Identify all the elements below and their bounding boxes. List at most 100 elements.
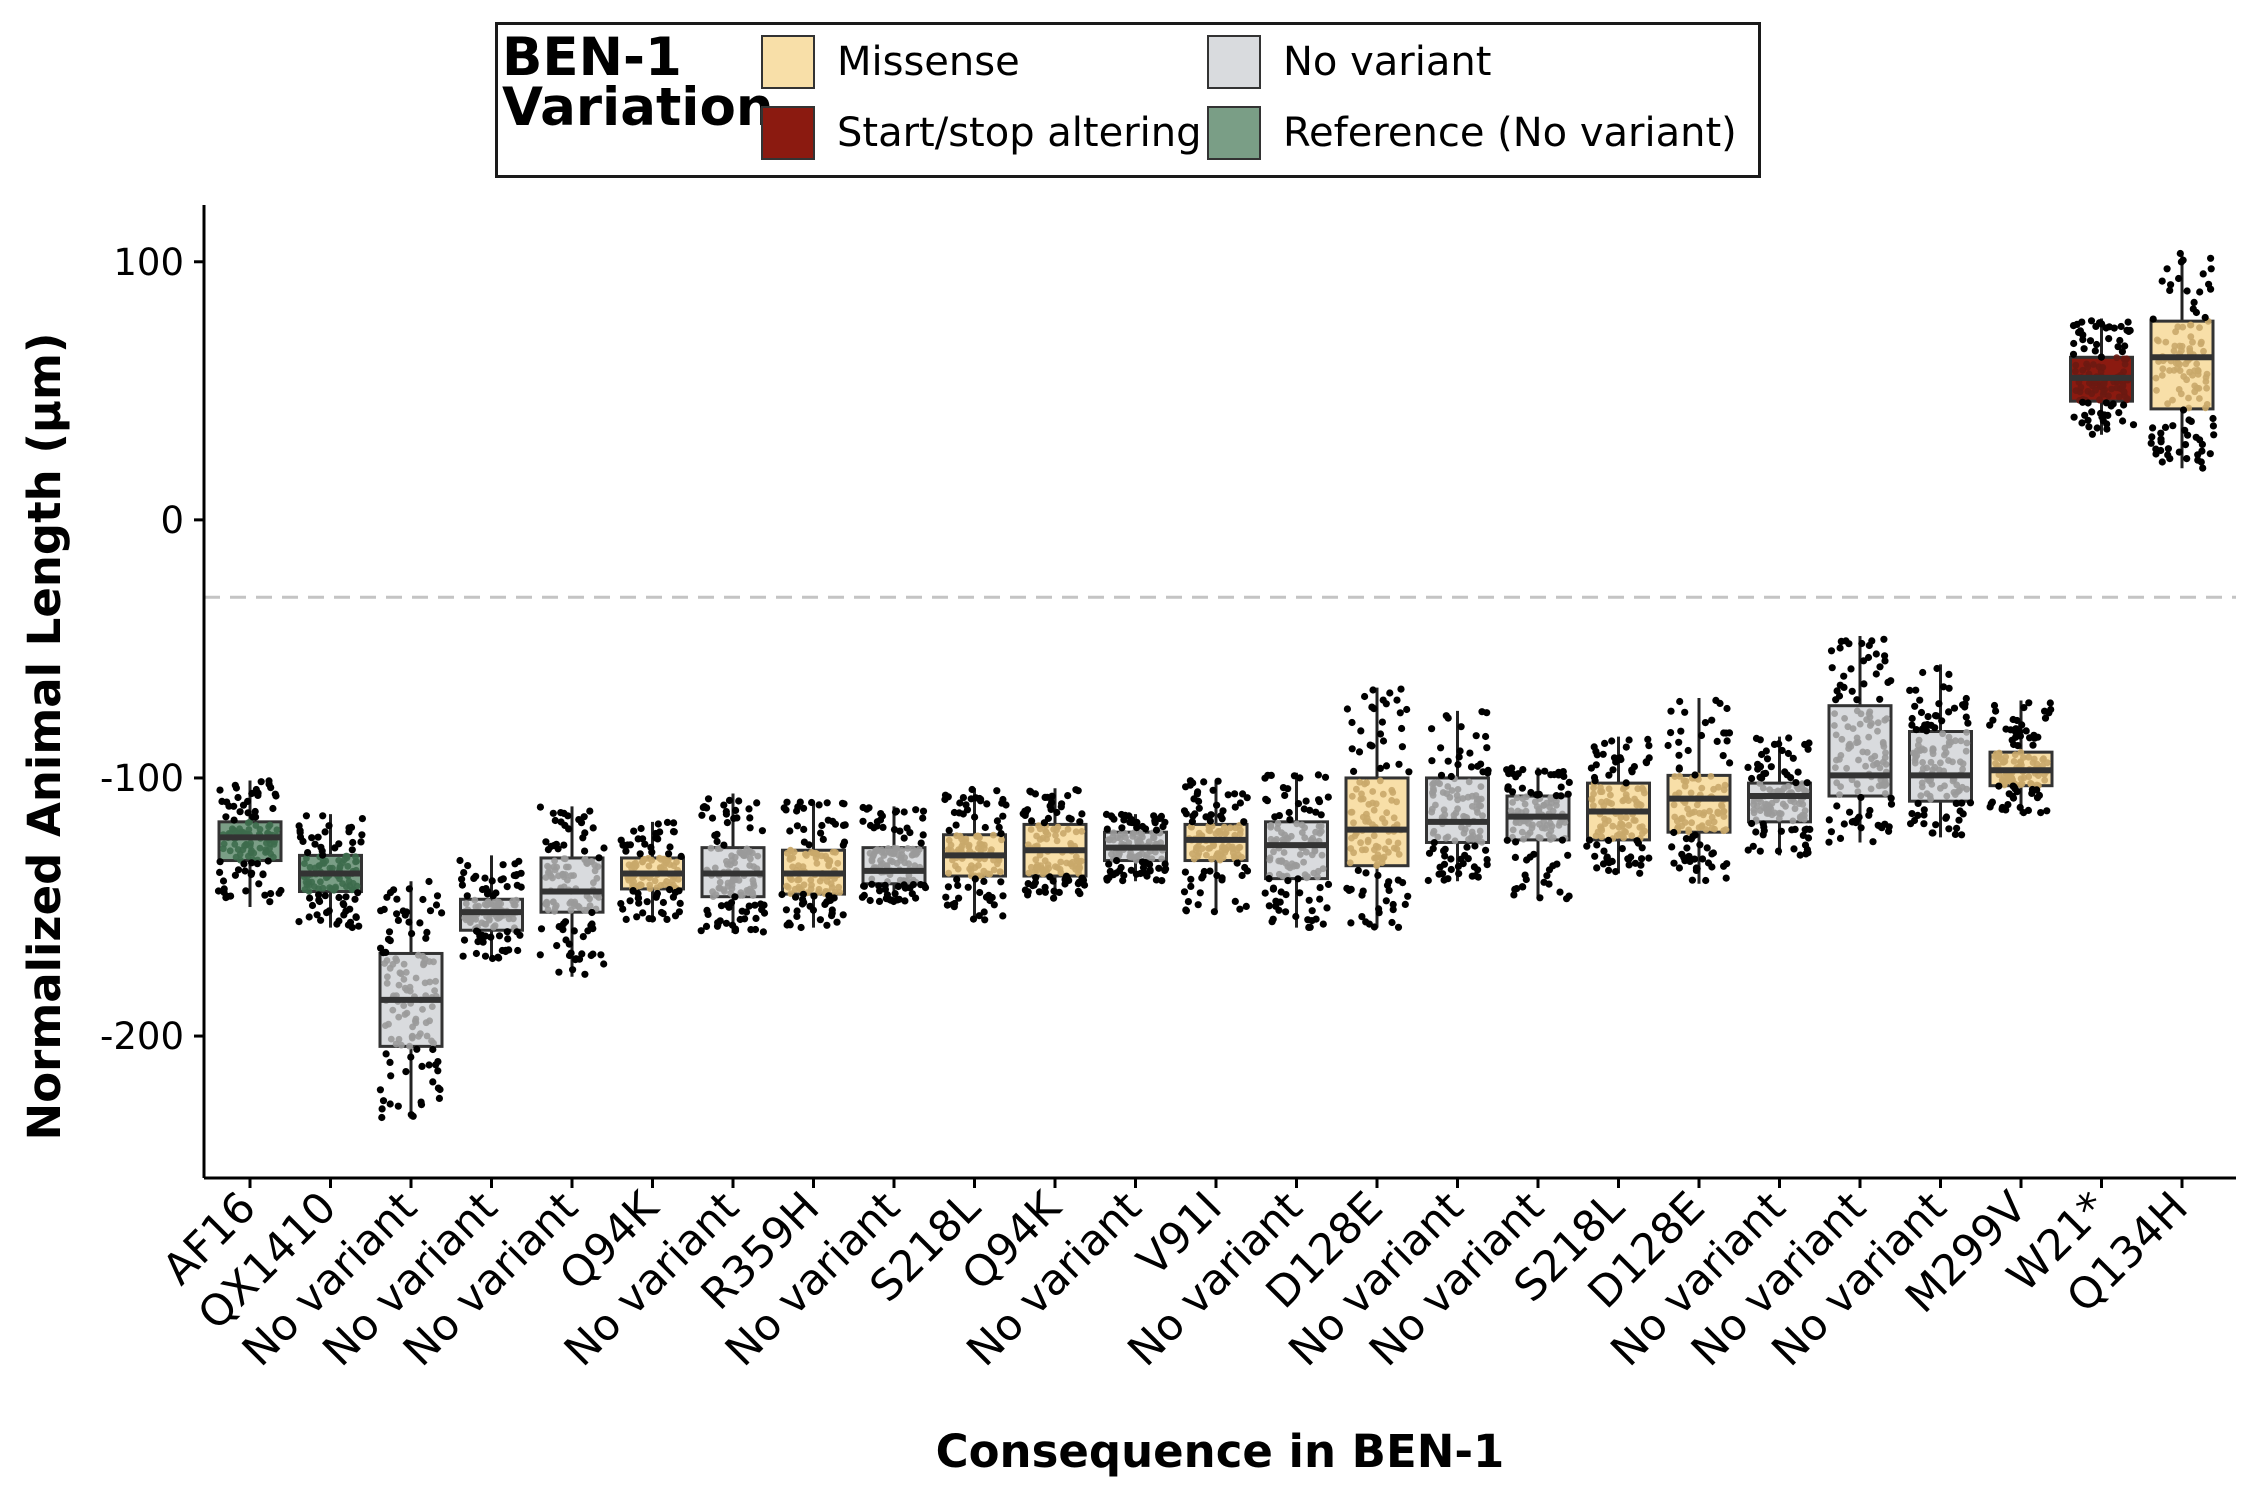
point-1-out-40 [335,840,343,848]
point-6-out-30 [725,903,733,911]
point-19-out-42 [1760,770,1768,778]
point-0-in-51 [270,853,277,861]
point-12-out-42 [1182,906,1190,914]
point-16-out-37 [1534,791,1542,799]
point-1-out-20 [357,838,365,846]
point-0-in-59 [273,826,281,834]
point-2-out-36 [434,1084,442,1092]
point-16-out-23 [1518,784,1526,792]
point-2-out-6 [418,1062,426,1070]
point-18-out-54 [1713,737,1721,746]
point-9-in-30 [952,862,959,870]
point-2-out-17 [377,944,385,952]
point-20-out-49 [1865,811,1873,819]
point-3-out-31 [459,952,467,960]
point-10-out-34 [1062,872,1071,880]
point-10-in-7 [1027,826,1035,833]
point-5-in-63 [632,859,639,867]
box-17 [1583,735,1653,877]
point-13-out-53 [1306,923,1314,931]
point-17-out-51 [1608,737,1616,745]
box-10 [1019,786,1089,902]
point-5-out-46 [622,915,630,924]
point-12-in-58 [1203,851,1210,859]
point-23-in-67 [2100,380,2108,388]
point-13-in-37 [1280,849,1288,856]
point-7-in-30 [818,852,826,860]
point-0-out-20 [242,887,250,895]
point-20-out-1 [1825,816,1833,824]
point-20-in-28 [1855,756,1862,764]
point-21-out-24 [1939,683,1948,691]
point-5-out-10 [641,840,649,848]
point-23-in-59 [2088,390,2096,398]
point-9-out-1 [980,877,988,886]
point-12-out-34 [1219,807,1227,815]
point-4-in-45 [581,855,589,863]
point-21-out-35 [1962,713,1970,721]
point-17-out-46 [1624,855,1632,863]
point-16-in-41 [1520,835,1527,843]
point-7-out-11 [817,829,825,837]
point-23-out-37 [2121,342,2129,350]
point-18-in-23 [1706,807,1713,815]
point-15-out-42 [1474,762,1482,770]
y-tick-label-1: 0 [160,499,184,542]
point-14-out-40 [1368,703,1376,711]
point-14-out-42 [1395,760,1403,768]
point-6-out-35 [722,919,731,927]
point-9-in-67 [953,832,961,840]
point-23-out-14 [2070,339,2078,348]
point-0-in-32 [234,846,242,853]
point-1-out-25 [335,917,343,925]
point-24-in-56 [2176,360,2183,368]
point-0-out-50 [265,777,273,785]
point-22-out-24 [2041,714,2050,722]
point-2-out-22 [405,918,413,926]
point-0-out-54 [248,789,256,798]
point-18-out-53 [1719,752,1727,760]
point-3-out-37 [504,935,512,943]
box-22 [1986,699,2055,817]
point-19-in-45 [1756,807,1764,814]
point-20-out-23 [1874,821,1882,829]
point-6-in-64 [745,887,753,895]
point-7-out-45 [793,912,801,921]
point-10-in-55 [1042,828,1050,836]
point-13-out-39 [1316,895,1324,903]
point-2-out-51 [425,1061,433,1069]
point-12-out-7 [1196,889,1204,897]
point-8-in-37 [887,857,894,864]
point-4-out-20 [559,926,567,934]
point-7-out-39 [818,821,826,830]
point-18-in-40 [1673,817,1681,825]
point-9-in-15 [990,866,998,874]
point-2-in-22 [403,1009,411,1017]
point-20-in-57 [1882,749,1889,757]
point-6-out-28 [745,805,753,813]
point-23-out-30 [2117,322,2125,331]
point-20-in-44 [1844,723,1852,731]
point-5-out-40 [666,843,674,851]
point-1-out-45 [295,822,303,830]
point-18-in-3 [1671,773,1679,780]
point-3-out-32 [463,892,471,900]
point-19-out-44 [1799,831,1807,840]
point-20-in-22 [1841,715,1848,722]
point-21-out-48 [1945,684,1953,692]
point-19-in-50 [1802,787,1810,795]
point-24-out-35 [2181,441,2190,449]
point-24-in-33 [2194,366,2202,374]
point-24-out-53 [2198,447,2206,455]
point-15-in-34 [1476,827,1484,835]
point-20-in-60 [1859,748,1867,756]
point-23-out-36 [2084,399,2092,407]
point-6-out-54 [711,831,719,840]
point-24-out-41 [2209,414,2217,423]
point-2-in-2 [428,1003,436,1010]
point-21-in-66 [1927,795,1934,803]
box-20 [1825,635,1896,846]
point-14-out-46 [1405,768,1413,776]
point-11-in-62 [1133,835,1141,843]
point-15-out-53 [1455,870,1463,878]
